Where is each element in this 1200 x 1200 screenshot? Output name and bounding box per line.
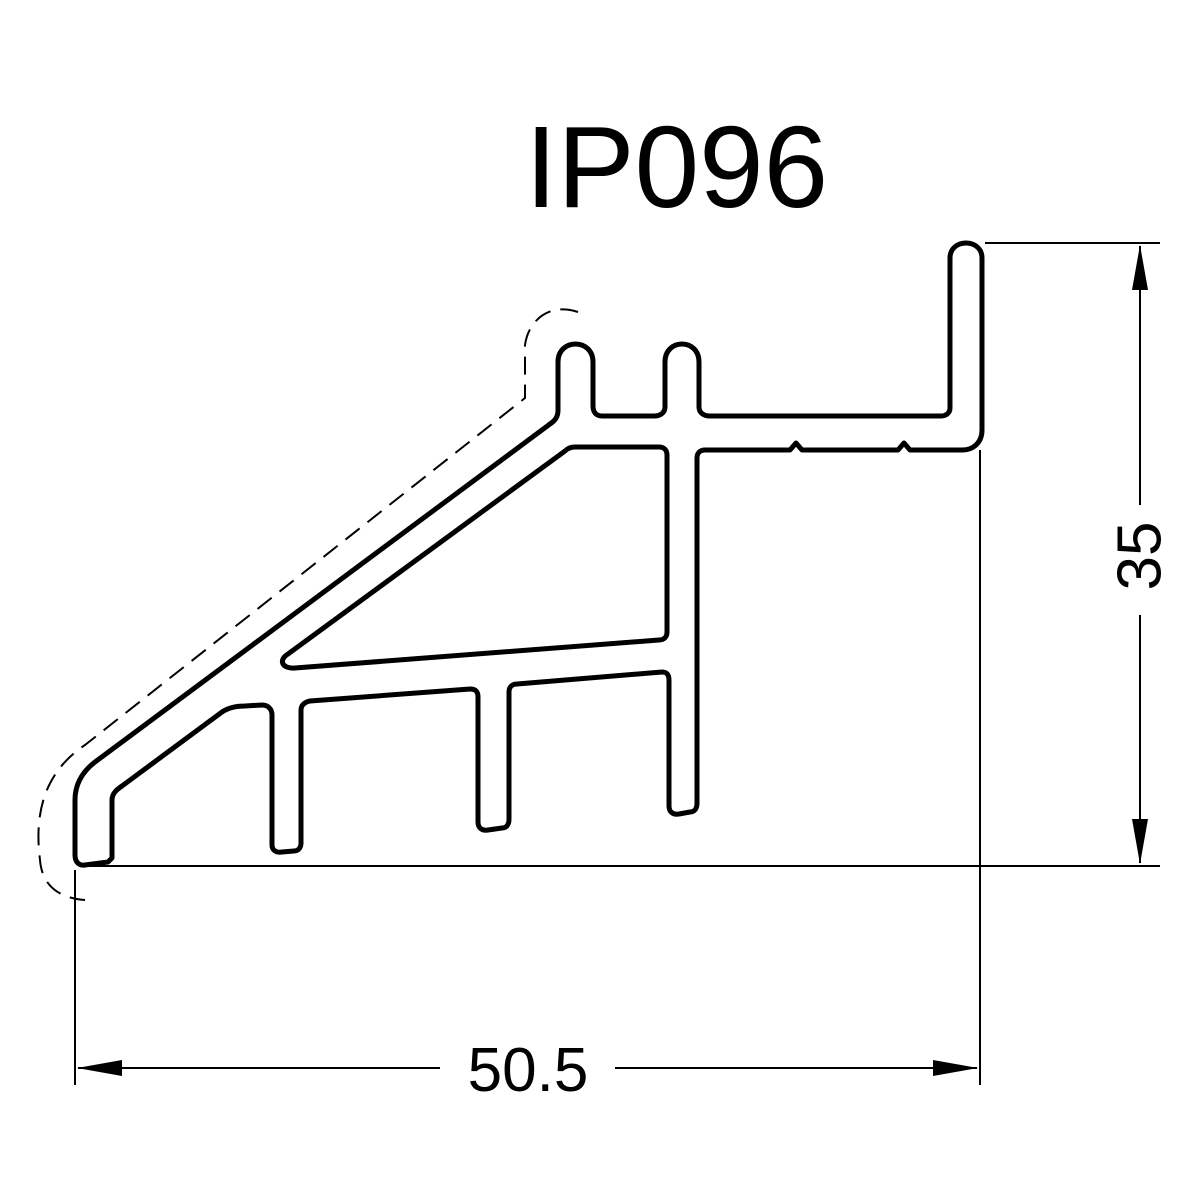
profile-title: IP096 xyxy=(525,102,828,232)
height-arrow-bottom xyxy=(1132,819,1148,864)
width-arrow-right xyxy=(933,1060,978,1076)
height-arrow-top xyxy=(1132,245,1148,290)
profile-inner-chamber xyxy=(279,444,670,671)
width-arrow-left xyxy=(77,1060,122,1076)
height-dimension-label: 35 xyxy=(1106,522,1175,591)
gasket-dashed-outline xyxy=(37,308,579,901)
width-dimension-label: 50.5 xyxy=(468,1036,589,1105)
profile-outer-contour xyxy=(72,240,985,868)
